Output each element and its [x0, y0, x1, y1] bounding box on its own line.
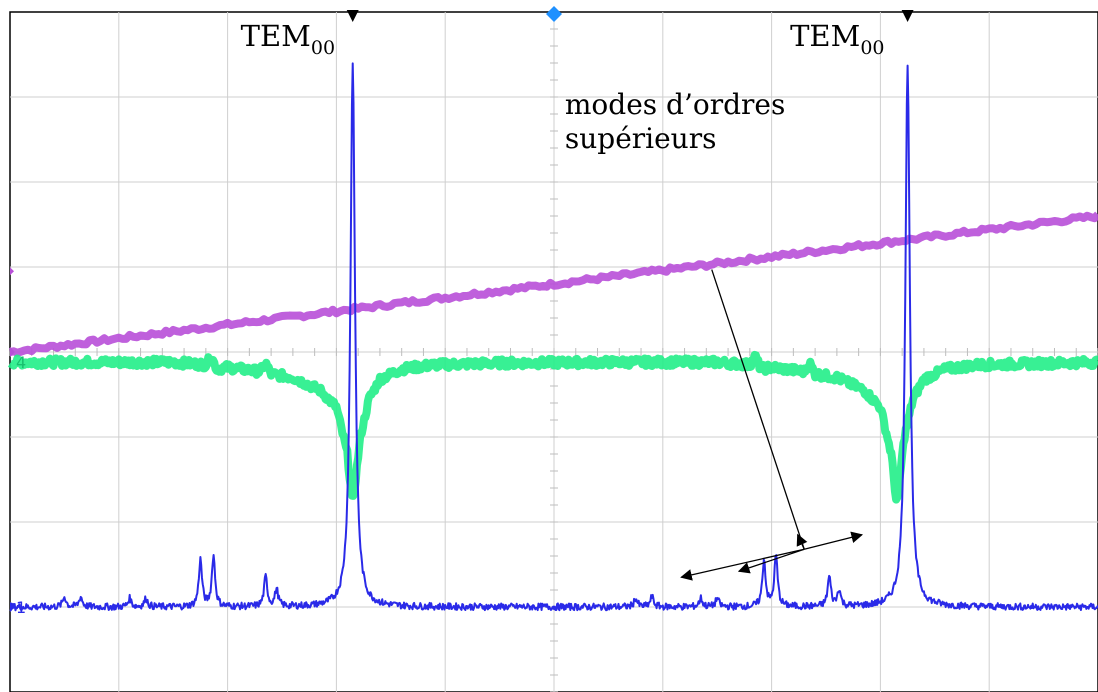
mode-arrow — [796, 533, 808, 550]
tem00-label: TEM00 — [241, 19, 335, 59]
peak-marker — [901, 10, 914, 22]
grid — [9, 11, 1098, 692]
ramp-trace — [9, 211, 1098, 357]
pointer-line — [711, 269, 805, 550]
channel-1-label: 1 — [16, 598, 26, 617]
channel-4-label: 4 — [16, 353, 26, 372]
mode-arrow — [804, 531, 864, 550]
ramp-offset-marker — [10, 267, 14, 276]
traces — [7, 62, 1098, 612]
modes-label: supérieurs — [565, 122, 717, 155]
modes-label: modes d’ordres — [565, 88, 786, 121]
ramp-marker — [10, 347, 15, 357]
channel-labels: 14 — [10, 267, 26, 617]
tem00-label: TEM00 — [790, 19, 884, 59]
mode-arrow — [737, 548, 805, 574]
top-markers — [346, 6, 914, 22]
transmission-trace — [9, 62, 1098, 612]
channel-1-marker — [10, 602, 15, 612]
reflection-trace — [7, 350, 1098, 504]
trigger-marker — [546, 6, 562, 22]
peak-marker — [346, 10, 359, 22]
